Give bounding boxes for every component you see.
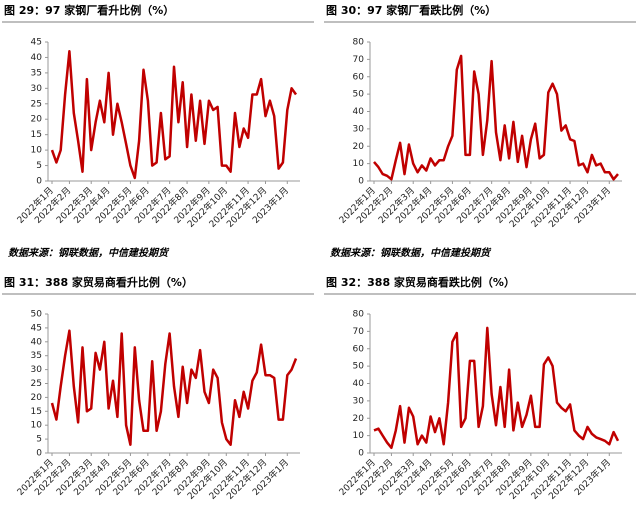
y-tick-label: 30 bbox=[353, 124, 365, 134]
y-tick-label: 0 bbox=[36, 177, 42, 187]
y-tick-label: 5 bbox=[36, 161, 42, 171]
y-tick-label: 15 bbox=[31, 407, 42, 417]
y-tick-label: 20 bbox=[31, 115, 43, 125]
source-note: 数据来源：钢联数据，中信建投期货 bbox=[8, 247, 170, 259]
y-tick-label: 10 bbox=[31, 421, 43, 431]
y-tick-label: 20 bbox=[353, 142, 365, 152]
y-tick-label: 40 bbox=[353, 107, 365, 117]
y-tick-label: 10 bbox=[353, 431, 365, 441]
y-tick-label: 40 bbox=[31, 337, 43, 347]
y-tick-label: 40 bbox=[353, 379, 365, 389]
source-note: 数据来源：钢联数据，中信建投期货 bbox=[330, 247, 492, 259]
y-tick-label: 25 bbox=[31, 379, 42, 389]
y-tick-label: 70 bbox=[353, 55, 365, 65]
y-tick-label: 35 bbox=[31, 68, 42, 78]
y-tick-label: 0 bbox=[36, 449, 42, 459]
y-tick-label: 80 bbox=[353, 38, 365, 48]
data-line bbox=[373, 326, 620, 450]
y-tick-label: 70 bbox=[353, 327, 365, 337]
y-tick-label: 25 bbox=[31, 99, 42, 109]
y-tick-label: 20 bbox=[31, 393, 43, 403]
chart-title: 图 31：388 家贸易商看升比例（%） bbox=[4, 275, 193, 289]
chart-title: 图 29：97 家钢厂看升比例（%） bbox=[4, 3, 174, 17]
y-tick-label: 15 bbox=[31, 130, 42, 140]
chart-title: 图 30：97 家钢厂看跌比例（%） bbox=[326, 3, 496, 17]
y-tick-label: 40 bbox=[31, 53, 43, 63]
y-tick-label: 30 bbox=[353, 396, 365, 406]
y-tick-label: 60 bbox=[353, 72, 365, 82]
y-tick-label: 30 bbox=[31, 365, 43, 375]
y-tick-label: 80 bbox=[353, 310, 365, 320]
y-tick-label: 30 bbox=[31, 84, 43, 94]
data-line bbox=[373, 54, 619, 181]
data-line bbox=[50, 50, 298, 180]
y-tick-label: 45 bbox=[31, 323, 42, 333]
chart-title: 图 32：388 家贸易商看跌比例（%） bbox=[326, 275, 515, 289]
y-tick-label: 50 bbox=[353, 90, 365, 100]
y-tick-label: 0 bbox=[358, 177, 364, 187]
y-tick-label: 20 bbox=[353, 414, 365, 424]
y-tick-label: 10 bbox=[353, 159, 365, 169]
y-tick-label: 0 bbox=[358, 449, 364, 459]
y-tick-label: 10 bbox=[31, 146, 43, 156]
y-tick-label: 60 bbox=[353, 344, 365, 354]
y-tick-label: 50 bbox=[353, 362, 365, 372]
y-tick-label: 5 bbox=[36, 435, 42, 445]
y-tick-label: 45 bbox=[31, 38, 42, 48]
y-tick-label: 35 bbox=[31, 351, 42, 361]
data-line bbox=[50, 329, 298, 446]
y-tick-label: 50 bbox=[31, 310, 43, 320]
